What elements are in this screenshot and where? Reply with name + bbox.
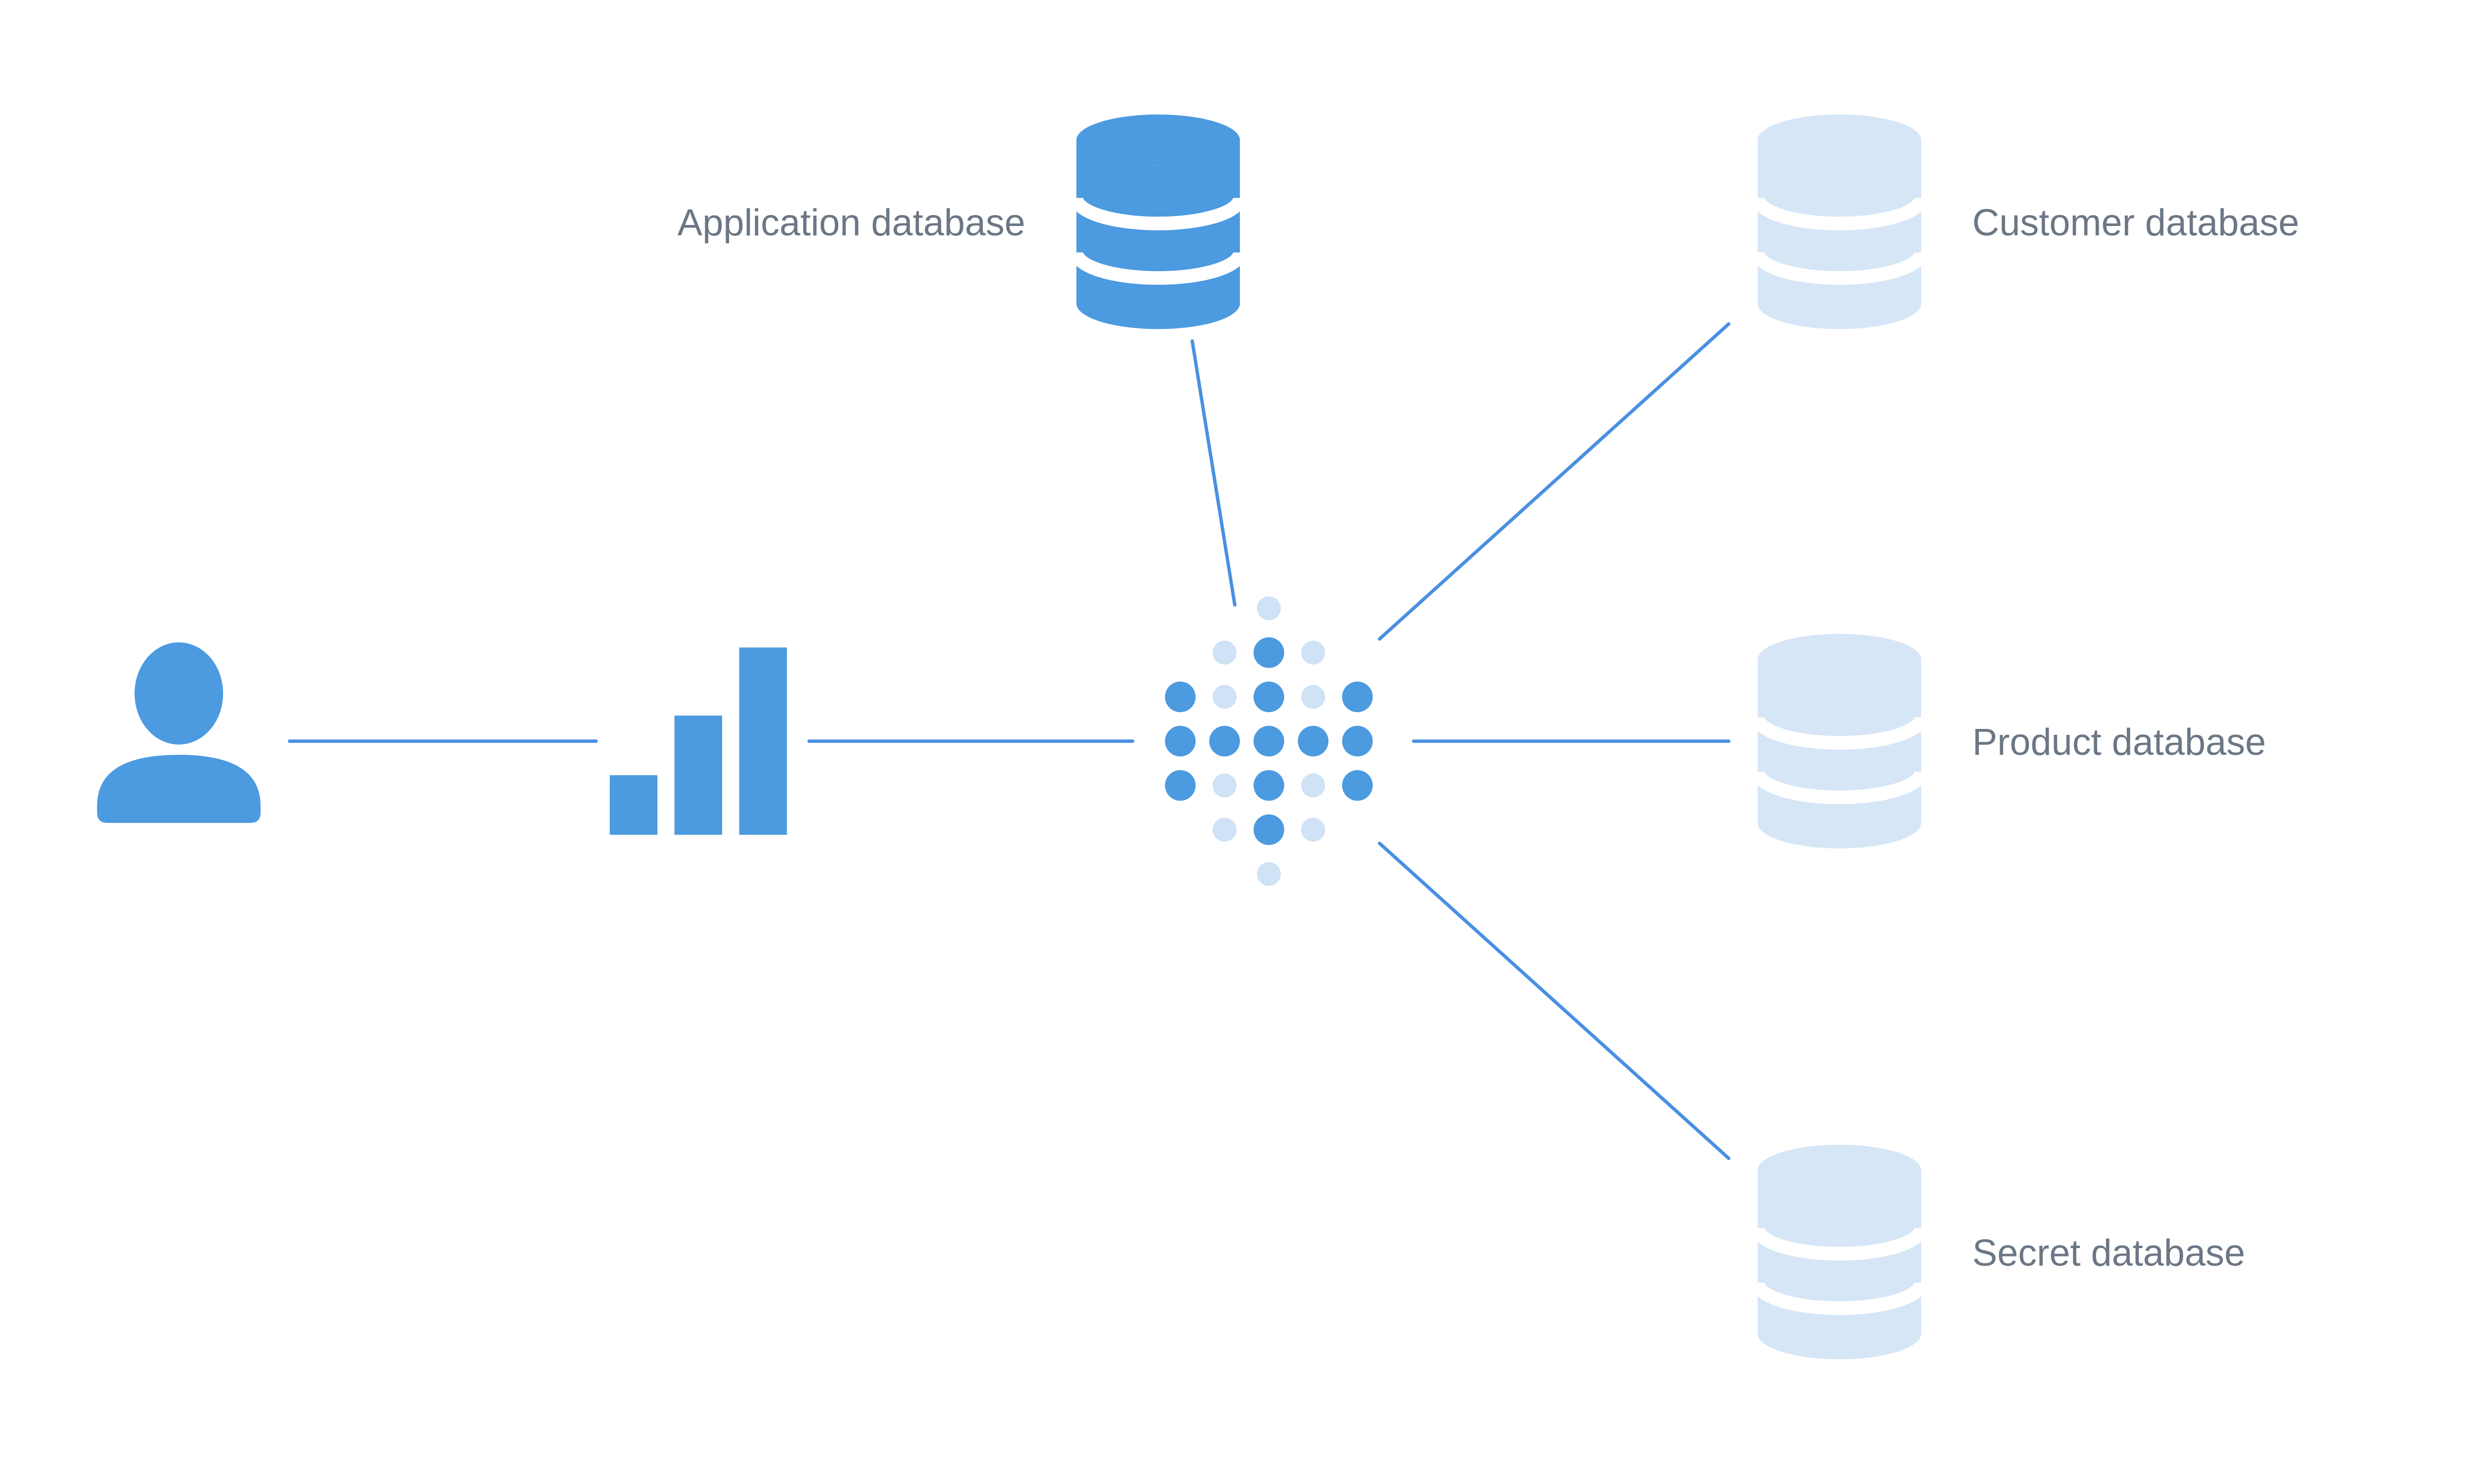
hub-dot	[1342, 770, 1373, 801]
hub-dot	[1301, 685, 1325, 709]
db_product-label: Product database	[1972, 721, 2266, 763]
architecture-diagram: Application database Customer database Pro…	[0, 0, 2473, 1484]
db_secret-icon: Secret database	[1758, 1145, 2245, 1359]
hub-dot	[1253, 681, 1284, 712]
hub-dot	[1298, 726, 1328, 757]
db_app-icon: Application database	[678, 115, 1240, 329]
bar-2	[739, 647, 786, 835]
hub-dot	[1213, 773, 1236, 797]
hub-icon	[1165, 596, 1373, 886]
hub-dot	[1165, 770, 1195, 801]
hub-dot	[1257, 862, 1281, 886]
bar-1	[675, 716, 722, 835]
hub-dot	[1301, 773, 1325, 797]
db_customer-icon: Customer database	[1758, 115, 2299, 329]
db_customer-label: Customer database	[1972, 202, 2299, 244]
hub-dot	[1253, 770, 1284, 801]
edge-hub-db_customer	[1379, 324, 1729, 639]
hub-dot	[1213, 818, 1236, 842]
hub-dot	[1213, 641, 1236, 665]
hub-dot	[1301, 641, 1325, 665]
bar-chart-icon	[610, 647, 787, 835]
db_product-icon: Product database	[1758, 634, 2266, 849]
hub-dot	[1257, 596, 1281, 620]
hub-dot	[1213, 685, 1236, 709]
edges	[289, 324, 1729, 1158]
hub-dot	[1342, 681, 1373, 712]
hub-dot	[1165, 726, 1195, 757]
hub-dot	[1165, 681, 1195, 712]
db_app-label: Application database	[678, 202, 1025, 244]
hub-dot	[1253, 726, 1284, 757]
user-icon	[97, 642, 261, 823]
bar-0	[610, 775, 657, 835]
hub-dot	[1342, 726, 1373, 757]
db_secret-label: Secret database	[1972, 1232, 2245, 1274]
edge-hub-db_app	[1192, 341, 1235, 605]
hub-dot	[1253, 814, 1284, 845]
hub-dot	[1253, 637, 1284, 668]
hub-dot	[1209, 726, 1240, 757]
edge-hub-db_secret	[1379, 843, 1729, 1158]
hub-dot	[1301, 818, 1325, 842]
